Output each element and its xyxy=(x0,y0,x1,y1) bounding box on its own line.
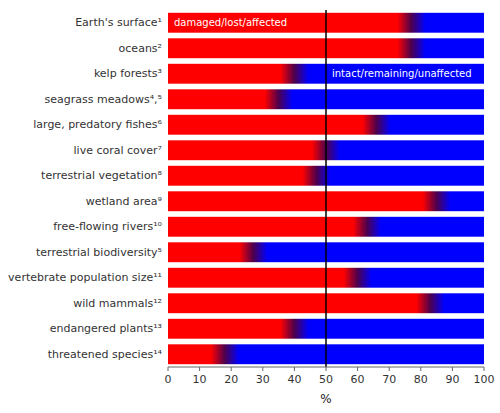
category-label: large, predatory fishes⁶ xyxy=(33,118,162,131)
category-label: seagrass meadows⁴,⁵ xyxy=(45,93,162,106)
category-label: wetland area⁹ xyxy=(86,195,162,208)
category-label: terrestrial vegetation⁸ xyxy=(41,169,163,182)
annotation: intact/remaining/unaffected xyxy=(332,68,472,79)
x-tick xyxy=(294,367,295,371)
x-tick-label: 30 xyxy=(256,373,270,386)
x-tick-label: 100 xyxy=(474,373,495,386)
category-label: free-flowing rivers¹⁰ xyxy=(53,220,162,233)
x-tick-label: 0 xyxy=(165,373,172,386)
x-tick-label: 10 xyxy=(193,373,207,386)
x-tick xyxy=(326,367,327,371)
chart: Earth's surface¹ oceans² kelp forests³ seag… xyxy=(0,0,500,413)
x-axis-label: % xyxy=(320,392,331,406)
annotation: damaged/lost/affected xyxy=(174,17,287,28)
x-tick-label: 70 xyxy=(382,373,396,386)
category-label: endangered plants¹³ xyxy=(50,322,162,335)
category-label: Earth's surface¹ xyxy=(75,16,162,29)
x-tick xyxy=(484,367,485,371)
category-label: wild mammals¹² xyxy=(73,297,162,310)
category-label: terrestrial biodiversity⁵ xyxy=(36,246,162,259)
x-tick xyxy=(262,367,263,371)
category-label: vertebrate population size¹¹ xyxy=(8,271,162,284)
category-label: live coral cover⁷ xyxy=(74,144,162,157)
x-tick-label: 40 xyxy=(287,373,301,386)
reference-line xyxy=(325,10,327,367)
category-label: oceans² xyxy=(119,42,162,55)
x-tick xyxy=(389,367,390,371)
x-tick xyxy=(357,367,358,371)
category-label: kelp forests³ xyxy=(94,67,162,80)
x-tick xyxy=(168,367,169,371)
x-tick-label: 50 xyxy=(319,373,333,386)
x-tick-label: 90 xyxy=(445,373,459,386)
x-tick xyxy=(452,367,453,371)
x-tick xyxy=(231,367,232,371)
x-tick-label: 80 xyxy=(414,373,428,386)
category-label: threatened species¹⁴ xyxy=(48,348,163,361)
x-tick xyxy=(199,367,200,371)
x-tick xyxy=(420,367,421,371)
x-tick-label: 60 xyxy=(351,373,365,386)
x-tick-label: 20 xyxy=(224,373,238,386)
